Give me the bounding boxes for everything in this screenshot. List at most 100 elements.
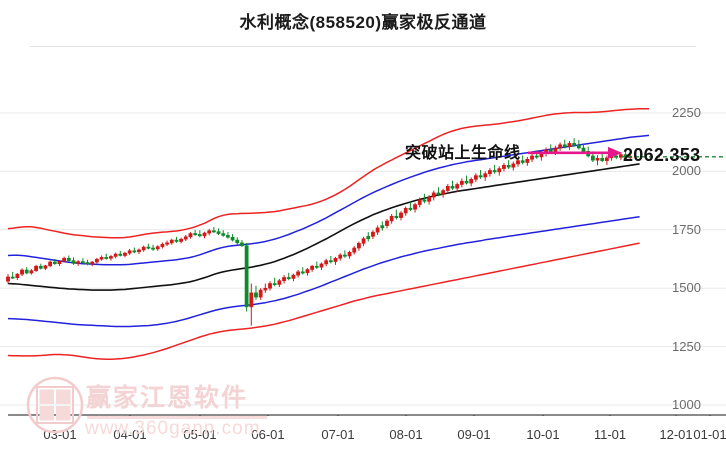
x-tick-label: 05-01 <box>183 427 217 442</box>
candle-body <box>183 236 188 240</box>
candle-body <box>502 165 506 169</box>
candle-body <box>324 260 329 265</box>
band-line-4 <box>7 242 640 360</box>
candle-body <box>193 233 198 236</box>
candle-body <box>151 247 155 250</box>
breakout-arrow <box>528 146 622 159</box>
candle-body <box>464 180 469 184</box>
candle-body <box>258 289 263 298</box>
candle-body <box>282 277 286 282</box>
candle-body <box>310 265 315 270</box>
candle-body <box>43 265 48 269</box>
watermark-rule <box>87 416 267 419</box>
candle-body <box>375 227 380 233</box>
candle-body <box>548 149 553 152</box>
candle-body <box>431 192 436 198</box>
x-tick-label: 11-01 <box>593 427 627 442</box>
header-divider <box>30 46 696 47</box>
last-price-label: 2062.353 <box>623 145 701 165</box>
candle-body <box>619 154 623 158</box>
gridlines-group <box>0 112 726 406</box>
candle-body <box>34 265 38 271</box>
candle-body <box>328 260 333 263</box>
candle-body <box>553 147 558 152</box>
candle-body <box>296 271 300 276</box>
candle-body <box>104 257 109 259</box>
candle-body <box>488 170 492 175</box>
candle-body <box>38 265 43 269</box>
candle-body <box>371 231 375 237</box>
x-tick-label: 08-01 <box>389 427 423 442</box>
x-tick-label: 06-01 <box>251 427 285 442</box>
candle-body <box>473 175 478 180</box>
candle-body <box>15 273 20 278</box>
watermark-url: www.360gann.com <box>85 418 261 439</box>
candle-body <box>361 238 366 244</box>
candle-body <box>249 292 254 308</box>
y-tick-label: 1000 <box>672 397 701 412</box>
candle-body <box>342 254 347 257</box>
candle-body <box>357 243 361 249</box>
candle-body <box>600 158 605 161</box>
candle-body <box>319 263 324 268</box>
candle-body <box>445 186 450 191</box>
candle-body <box>413 204 417 210</box>
y-tick-label: 1250 <box>672 338 701 354</box>
candle-body <box>71 260 76 264</box>
channel-bands-group <box>7 108 650 360</box>
candle-body <box>146 246 151 249</box>
axis-group <box>8 414 726 416</box>
candle-body <box>165 242 169 245</box>
x-tick-label: 09-01 <box>457 427 491 442</box>
arrow-head <box>608 146 622 159</box>
candle-body <box>230 236 235 241</box>
candle-body <box>558 144 563 149</box>
candle-body <box>530 155 534 160</box>
candle-body <box>6 276 10 282</box>
watermark-brand: 赢家江恩软件 <box>86 384 249 412</box>
candle-body <box>226 235 230 238</box>
candle-body <box>254 292 258 298</box>
candle-body <box>66 257 71 261</box>
candle-body <box>160 243 165 247</box>
candle-body <box>366 236 371 239</box>
candle-body <box>113 253 118 257</box>
candle-body <box>202 232 207 237</box>
candle-body <box>10 276 15 279</box>
candle-body <box>137 249 141 253</box>
candle-body <box>118 253 123 256</box>
candle-body <box>20 269 24 275</box>
candle-body <box>52 261 57 264</box>
candle-body <box>389 215 394 222</box>
candle-body <box>623 154 628 157</box>
candle-body <box>525 158 530 163</box>
band-line-3 <box>7 215 640 328</box>
candle-body <box>94 258 99 263</box>
x-tick-label: 12-01 <box>659 427 693 442</box>
chart-plot-area[interactable] <box>0 60 726 416</box>
candle-body <box>450 186 455 189</box>
candle-body <box>291 274 296 279</box>
candle-body <box>24 269 29 274</box>
candle-body <box>141 246 146 251</box>
candle-body <box>333 257 338 262</box>
candle-body <box>399 212 403 218</box>
candle-body <box>240 242 244 246</box>
candle-body <box>590 155 595 161</box>
candle-body <box>506 165 511 168</box>
y-tick-label: 1500 <box>672 280 701 296</box>
band-line-2 <box>7 163 640 291</box>
candle-body <box>263 287 268 291</box>
candle-body <box>534 155 539 158</box>
x-tick-label: 10-01 <box>526 427 560 442</box>
candle-body <box>48 261 53 267</box>
candle-body <box>497 168 502 173</box>
candle-body <box>29 270 34 274</box>
candle-body <box>244 245 249 308</box>
candle-body <box>595 158 600 161</box>
candle-body <box>188 233 193 238</box>
candle-body <box>459 180 464 185</box>
candle-body <box>235 239 240 244</box>
y-tick-label: 2250 <box>672 105 701 120</box>
